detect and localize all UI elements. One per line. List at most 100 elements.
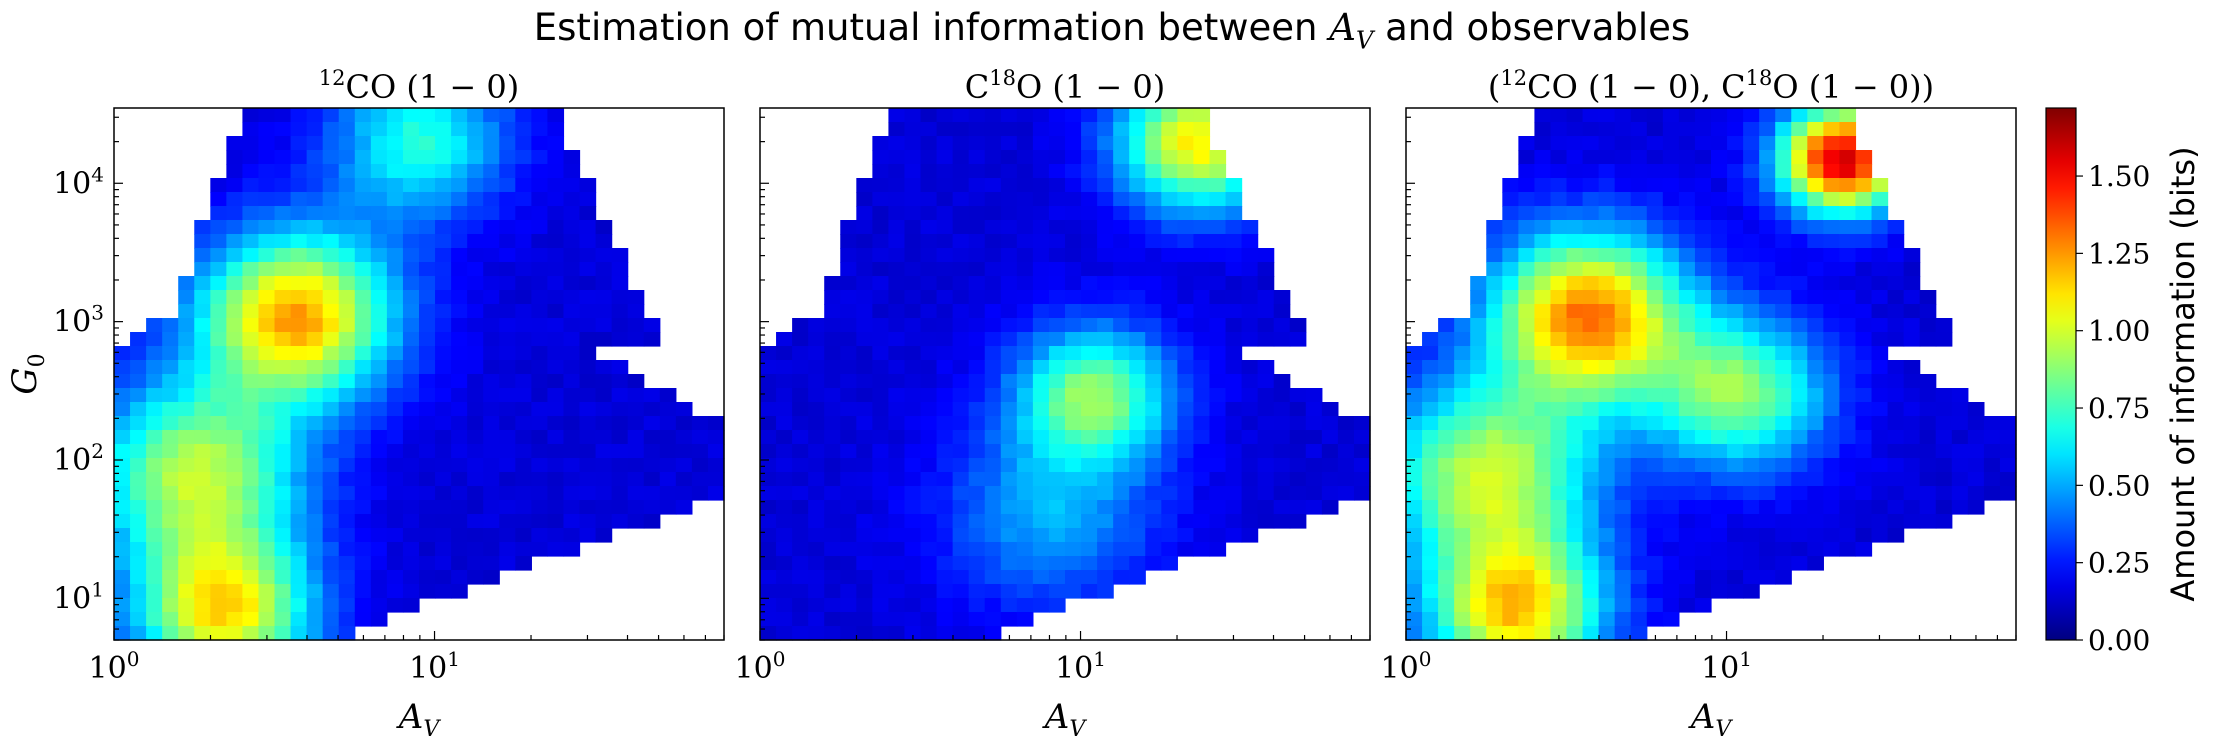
heatmap-cell	[402, 262, 420, 277]
heatmap-cell	[968, 262, 986, 277]
heatmap-cell	[130, 528, 147, 543]
heatmap-cell	[1209, 472, 1227, 487]
heatmap-cell	[627, 472, 645, 487]
heatmap-cell	[968, 458, 986, 473]
heatmap-cell	[1871, 472, 1889, 487]
heatmap-cell	[1903, 332, 1921, 347]
heatmap-cell	[856, 178, 873, 193]
heatmap-cell	[904, 220, 922, 235]
heatmap-cell	[1759, 528, 1776, 543]
heatmap-cell	[808, 360, 825, 375]
heatmap-cell	[1775, 276, 1792, 291]
heatmap-cell	[1065, 514, 1082, 529]
heatmap-cell	[675, 458, 693, 473]
heatmap-cell	[1337, 458, 1355, 473]
heatmap-cell	[194, 556, 211, 571]
heatmap-cell	[1000, 486, 1018, 501]
heatmap-cell	[1145, 276, 1162, 291]
heatmap-cell	[1534, 108, 1552, 123]
heatmap-cell	[1646, 304, 1664, 319]
heatmap-cell	[1630, 318, 1648, 333]
heatmap-cell	[1566, 192, 1584, 207]
heatmap-cell	[792, 486, 809, 501]
heatmap-cell	[402, 374, 420, 389]
heatmap-cell	[322, 360, 340, 375]
heatmap-cell	[904, 346, 922, 361]
heatmap-cell	[1630, 108, 1648, 123]
heatmap-cell	[499, 402, 516, 417]
heatmap-cell	[531, 192, 549, 207]
heatmap-cell	[563, 360, 581, 375]
heatmap-cell	[1145, 234, 1162, 249]
title-prefix: Estimation of mutual information between	[533, 6, 1330, 49]
heatmap-cell	[1016, 220, 1034, 235]
heatmap-cell	[1048, 332, 1066, 347]
heatmap-cell	[1855, 430, 1873, 445]
heatmap-cell	[1193, 472, 1211, 487]
heatmap-cell	[419, 248, 436, 263]
heatmap-cell	[691, 444, 709, 459]
heatmap-cell	[1630, 346, 1648, 361]
heatmap-cell	[515, 290, 532, 305]
heatmap-cell	[1081, 332, 1098, 347]
heatmap-cell	[242, 570, 260, 585]
heatmap-cell	[1871, 430, 1889, 445]
heatmap-cell	[210, 626, 227, 641]
heatmap-cell	[162, 528, 179, 543]
heatmap-cell	[386, 598, 404, 613]
heatmap-cell	[936, 500, 954, 515]
heatmap-cell	[1193, 416, 1211, 431]
heatmap-cell	[872, 402, 890, 417]
heatmap-cell	[515, 360, 532, 375]
heatmap-cell	[1727, 262, 1744, 277]
heatmap-cell	[322, 220, 340, 235]
heatmap-cell	[178, 276, 195, 291]
heatmap-cell	[1566, 598, 1584, 613]
heatmap-cell	[386, 444, 404, 459]
heatmap-cell	[1711, 164, 1728, 179]
heatmap-cell	[435, 374, 452, 389]
heatmap-cell	[1887, 304, 1905, 319]
heatmap-cell	[1678, 220, 1696, 235]
heatmap-cell	[1161, 472, 1178, 487]
heatmap-cell	[1775, 486, 1792, 501]
heatmap-cell	[1582, 402, 1600, 417]
heatmap-cell	[856, 318, 873, 333]
heatmap-cell	[1518, 458, 1536, 473]
y-axis-label: G0	[5, 353, 50, 394]
heatmap-cell	[1903, 402, 1921, 417]
heatmap-cell	[338, 360, 356, 375]
heatmap-cell	[1257, 332, 1275, 347]
heatmap-cell	[226, 248, 244, 263]
heatmap-cell	[1470, 472, 1487, 487]
heatmap-cell	[210, 206, 227, 221]
heatmap-cell	[242, 612, 260, 627]
heatmap-cell	[1209, 542, 1227, 557]
heatmap-cell	[920, 612, 938, 627]
heatmap-cell	[1161, 430, 1178, 445]
heatmap-cell	[114, 430, 131, 445]
heatmap-cell	[904, 276, 922, 291]
heatmap-cell	[1225, 416, 1243, 431]
heatmap-cell	[1065, 360, 1082, 375]
heatmap-cell	[1486, 318, 1503, 333]
heatmap-cell	[226, 430, 244, 445]
heatmap-cell	[1694, 206, 1712, 221]
heatmap-cell	[1486, 304, 1503, 319]
heatmap-cell	[1759, 318, 1776, 333]
heatmap-cell	[1454, 542, 1471, 557]
heatmap-cell	[872, 276, 890, 291]
heatmap-cell	[467, 472, 484, 487]
heatmap-cell	[1518, 444, 1536, 459]
heatmap-cell	[499, 248, 516, 263]
heatmap-cell	[290, 612, 308, 627]
heatmap-cell	[984, 360, 1002, 375]
heatmap-cell	[1694, 122, 1712, 137]
heatmap-cell	[1646, 262, 1664, 277]
heatmap-cell	[1678, 318, 1696, 333]
heatmap-cell	[760, 360, 777, 375]
heatmap-cell	[451, 248, 468, 263]
heatmap-cell	[226, 290, 244, 305]
heatmap-cell	[675, 444, 693, 459]
